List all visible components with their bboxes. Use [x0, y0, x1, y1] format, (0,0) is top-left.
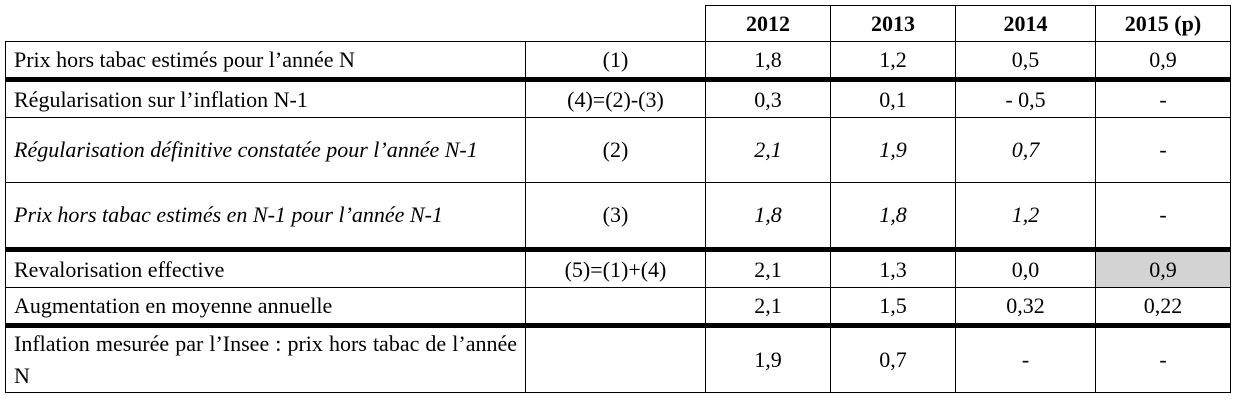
- year-header: 2015 (p): [1095, 5, 1231, 42]
- cell: -: [1095, 79, 1231, 118]
- row-label: Régularisation définitive constatée pour…: [5, 117, 526, 183]
- table-row: Prix hors tabac estimés en N-1 pour l’an…: [5, 182, 1231, 252]
- year-header: 2013: [830, 5, 956, 42]
- cell: -: [1095, 182, 1231, 252]
- cell: 1,2: [955, 182, 1096, 252]
- table-row: Augmentation en moyenne annuelle 2,1 1,5…: [5, 287, 1231, 328]
- cell: - 0,5: [955, 79, 1096, 118]
- cell: 0,9: [1095, 41, 1231, 82]
- row-formula: (4)=(2)-(3): [525, 79, 706, 118]
- row-label: Prix hors tabac estimés en N-1 pour l’an…: [5, 182, 526, 252]
- cell: 0,1: [830, 79, 956, 118]
- cell: 1,3: [830, 249, 956, 288]
- row-formula: (3): [525, 182, 706, 252]
- row-label: Revalorisation effective: [5, 249, 526, 288]
- cell: 1,8: [705, 182, 831, 252]
- cell: 0,7: [830, 325, 956, 393]
- row-label: Prix hors tabac estimés pour l’année N: [5, 41, 526, 82]
- highlighted-cell: 0,9: [1095, 249, 1231, 288]
- row-formula: (1): [525, 41, 706, 82]
- year-header: 2014: [955, 5, 1096, 42]
- row-formula: [525, 287, 706, 328]
- cell: 1,9: [705, 325, 831, 393]
- cell: 1,8: [705, 41, 831, 82]
- row-formula: (2): [525, 117, 706, 183]
- cell: -: [955, 325, 1096, 393]
- inflation-table: 2012 2013 2014 2015 (p) Prix hors tabac …: [5, 5, 1231, 393]
- cell: 2,1: [705, 249, 831, 288]
- cell: 1,8: [830, 182, 956, 252]
- cell: -: [1095, 117, 1231, 183]
- table-row: Inflation mesurée par l’Insee : prix hor…: [5, 325, 1231, 393]
- row-formula: [525, 325, 706, 393]
- row-label: Régularisation sur l’inflation N-1: [5, 79, 526, 118]
- cell: 2,1: [705, 117, 831, 183]
- cell: 0,5: [955, 41, 1096, 82]
- header-row: 2012 2013 2014 2015 (p): [6, 5, 1231, 42]
- table-row: Revalorisation effective (5)=(1)+(4) 2,1…: [5, 249, 1231, 288]
- table-row: Régularisation définitive constatée pour…: [5, 117, 1231, 183]
- cell: 0,22: [1095, 287, 1231, 328]
- cell: 1,9: [830, 117, 956, 183]
- cell: 2,1: [705, 287, 831, 328]
- year-header: 2012: [705, 5, 831, 42]
- cell: 0,3: [705, 79, 831, 118]
- cell: 0,7: [955, 117, 1096, 183]
- cell: 0,32: [955, 287, 1096, 328]
- table-row: Prix hors tabac estimés pour l’année N (…: [5, 41, 1231, 82]
- row-label: Inflation mesurée par l’Insee : prix hor…: [5, 325, 526, 393]
- cell: 1,2: [830, 41, 956, 82]
- cell: 1,5: [830, 287, 956, 328]
- cell: 0,0: [955, 249, 1096, 288]
- cell: -: [1095, 325, 1231, 393]
- row-formula: (5)=(1)+(4): [525, 249, 706, 288]
- row-label: Augmentation en moyenne annuelle: [5, 287, 526, 328]
- table-row: Régularisation sur l’inflation N-1 (4)=(…: [5, 79, 1231, 118]
